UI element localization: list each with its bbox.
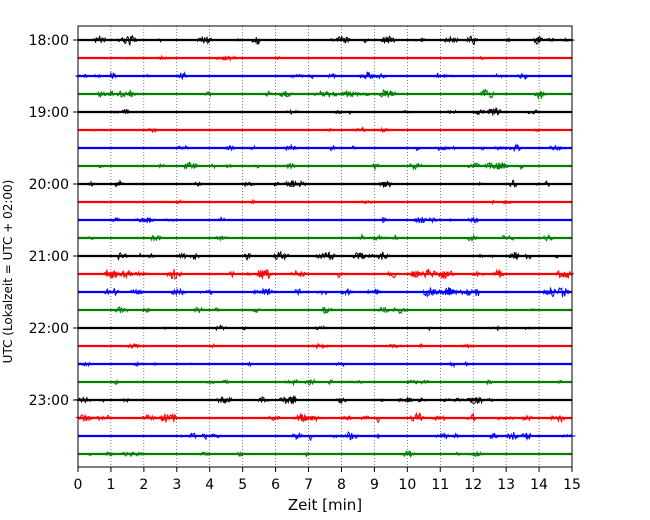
trace-bursts <box>125 54 487 62</box>
trace-bursts <box>86 179 552 189</box>
x-tick-label: 3 <box>172 477 181 493</box>
seismogram-traces <box>74 34 576 459</box>
x-axis-ticks: 0 1 2 3 4 5 6 7 8 9 10 11 12 13 14 15 <box>74 467 581 493</box>
trace-bursts <box>91 34 575 46</box>
trace-19:15 <box>78 126 572 134</box>
trace-20:45 <box>78 232 572 243</box>
trace-bursts <box>178 431 576 442</box>
trace-18:45 <box>78 88 572 101</box>
y-tick-label: 21:00 <box>29 249 69 265</box>
x-tick-label: 12 <box>464 477 482 493</box>
trace-bursts <box>90 126 544 134</box>
trace-21:00 <box>78 250 572 261</box>
trace-22:45 <box>78 378 572 387</box>
trace-bursts <box>102 287 571 298</box>
y-tick-label: 20:00 <box>29 177 69 193</box>
trace-21:45 <box>78 306 572 315</box>
trace-22:00 <box>78 324 572 332</box>
y-tick-label: 22:00 <box>29 321 69 337</box>
x-tick-label: 4 <box>205 477 214 493</box>
x-tick-label: 9 <box>370 477 379 493</box>
trace-bursts <box>102 268 575 280</box>
y-axis-ticks: 18:00 19:00 20:00 21:00 22:00 23:00 <box>29 33 78 409</box>
x-tick-label: 6 <box>271 477 280 493</box>
x-tick-label: 11 <box>431 477 449 493</box>
trace-20:30 <box>78 216 572 224</box>
trace-bursts <box>74 394 499 406</box>
trace-bursts <box>172 142 570 153</box>
trace-bursts <box>108 216 481 224</box>
trace-bursts <box>94 88 548 101</box>
trace-bursts <box>111 107 539 116</box>
trace-bursts <box>97 161 526 171</box>
trace-23:00 <box>74 394 572 406</box>
trace-22:30 <box>78 360 572 369</box>
trace-19:30 <box>78 142 572 153</box>
x-tick-label: 2 <box>139 477 148 493</box>
x-axis-label: Zeit [min] <box>288 496 362 514</box>
trace-bursts <box>116 250 562 261</box>
trace-bursts <box>75 70 531 81</box>
trace-bursts <box>161 324 539 332</box>
trace-19:45 <box>78 161 572 171</box>
trace-21:15 <box>78 268 575 280</box>
trace-bursts <box>85 450 487 459</box>
x-tick-label: 15 <box>563 477 581 493</box>
trace-bursts <box>157 198 514 206</box>
x-tick-label: 1 <box>106 477 115 493</box>
x-tick-label: 10 <box>398 477 416 493</box>
trace-bursts <box>75 411 567 424</box>
trace-18:30 <box>75 70 572 81</box>
trace-bursts <box>113 306 538 315</box>
trace-21:30 <box>78 287 572 298</box>
trace-bursts <box>83 232 556 243</box>
x-tick-label: 14 <box>530 477 548 493</box>
trace-23:45 <box>78 450 572 459</box>
trace-20:15 <box>78 198 572 206</box>
trace-18:15 <box>78 54 572 62</box>
trace-18:00 <box>78 34 575 46</box>
plot-frame <box>77 25 573 468</box>
y-tick-label: 18:00 <box>29 33 69 49</box>
trace-23:30 <box>78 431 576 442</box>
x-tick-label: 8 <box>337 477 346 493</box>
x-tick-label: 0 <box>74 477 83 493</box>
x-tick-label: 5 <box>238 477 247 493</box>
trace-bursts <box>124 342 475 350</box>
trace-23:15 <box>75 411 572 424</box>
trace-22:15 <box>78 342 572 350</box>
trace-bursts <box>78 360 470 369</box>
y-tick-label: 23:00 <box>29 393 69 409</box>
y-tick-label: 19:00 <box>29 105 69 121</box>
x-tick-label: 7 <box>304 477 313 493</box>
y-axis-label: UTC (Lokalzeit = UTC + 02:00) <box>1 180 15 364</box>
trace-bursts <box>107 378 565 387</box>
x-tick-label: 13 <box>497 477 515 493</box>
trace-20:00 <box>78 179 572 189</box>
trace-19:00 <box>78 107 572 116</box>
